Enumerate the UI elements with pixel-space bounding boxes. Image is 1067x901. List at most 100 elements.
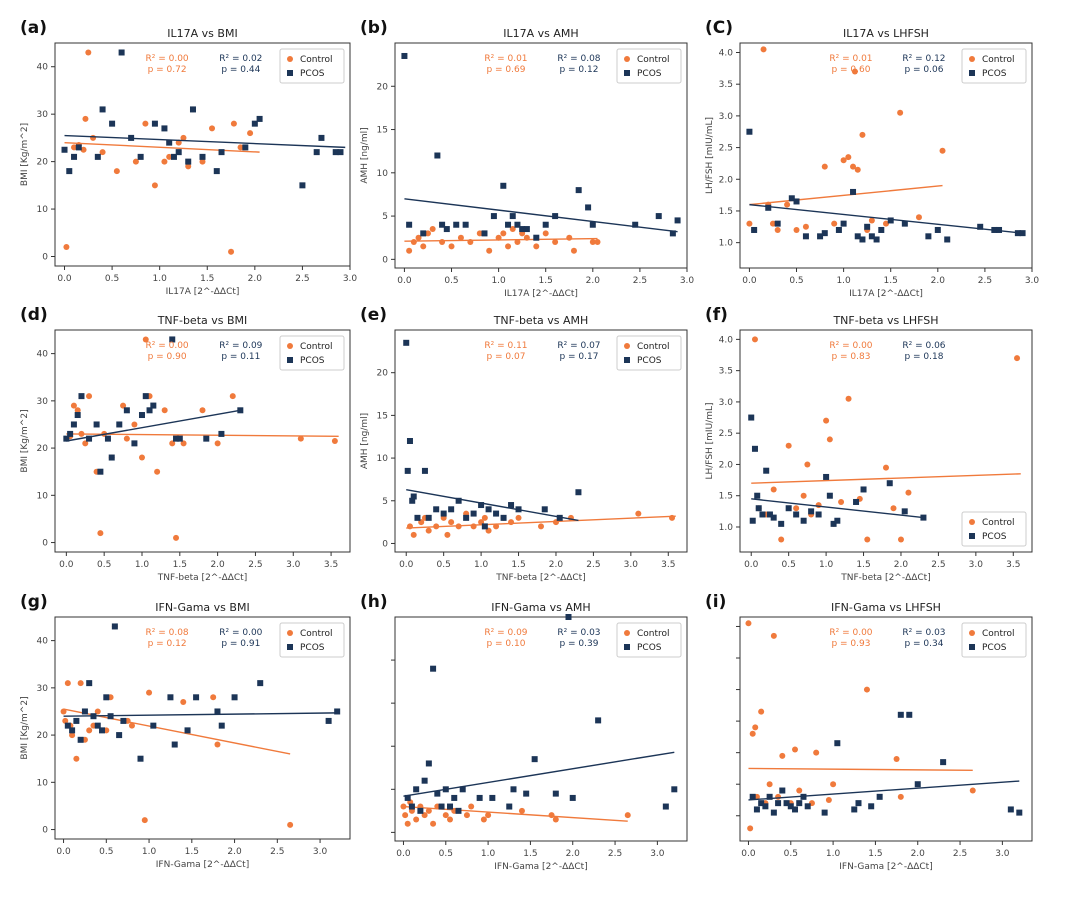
data-point-control bbox=[131, 421, 138, 428]
legend-marker-pcos bbox=[624, 70, 630, 76]
data-point-pcos bbox=[218, 149, 225, 156]
data-point-pcos bbox=[575, 187, 582, 194]
legend-label-control: Control bbox=[982, 629, 1015, 639]
legend-label-pcos: PCOS bbox=[982, 69, 1007, 79]
data-point-pcos bbox=[251, 120, 258, 127]
data-point-pcos bbox=[906, 711, 913, 718]
data-point-control bbox=[751, 336, 758, 343]
data-point-pcos bbox=[137, 755, 144, 762]
data-point-pcos bbox=[434, 152, 441, 159]
data-point-pcos bbox=[256, 115, 263, 122]
data-point-pcos bbox=[821, 230, 828, 237]
data-point-pcos bbox=[585, 204, 592, 211]
data-point-control bbox=[470, 523, 477, 530]
data-point-control bbox=[813, 749, 820, 756]
regression-line-control bbox=[748, 767, 973, 772]
data-point-control bbox=[769, 220, 776, 227]
data-point-pcos bbox=[489, 794, 496, 801]
data-point-pcos bbox=[86, 680, 93, 687]
legend: Control PCOS bbox=[961, 622, 1027, 658]
data-point-control bbox=[883, 464, 889, 471]
data-point-pcos bbox=[542, 221, 549, 228]
data-point-pcos bbox=[150, 722, 157, 729]
data-point-control bbox=[64, 680, 71, 687]
legend-marker-control bbox=[969, 630, 975, 636]
data-point-control bbox=[840, 157, 847, 164]
data-point-pcos bbox=[868, 233, 875, 240]
data-point-pcos bbox=[69, 727, 76, 734]
data-point-pcos bbox=[505, 221, 512, 228]
panel-label: (a) bbox=[20, 18, 47, 38]
data-point-control bbox=[509, 226, 516, 233]
data-point-control bbox=[173, 534, 180, 541]
y-tick-label: 3.0 bbox=[719, 112, 734, 122]
data-point-pcos bbox=[751, 445, 758, 452]
legend: Control PCOS bbox=[616, 48, 682, 84]
data-point-control bbox=[287, 821, 294, 828]
data-point-pcos bbox=[860, 486, 867, 493]
data-point-pcos bbox=[203, 435, 210, 442]
data-point-control bbox=[420, 243, 427, 250]
y-tick-label: 10 bbox=[377, 454, 389, 464]
data-point-control bbox=[476, 230, 483, 237]
panel-label: (i) bbox=[705, 592, 726, 612]
data-point-pcos bbox=[77, 736, 84, 743]
stat-pcos-r2: R² = 0.03 bbox=[557, 628, 600, 638]
x-tick-label: 1.0 bbox=[142, 847, 157, 857]
data-point-control bbox=[430, 820, 437, 827]
data-point-pcos bbox=[448, 506, 455, 513]
data-point-control bbox=[823, 417, 830, 424]
y-tick-label: 15 bbox=[377, 411, 388, 421]
data-point-pcos bbox=[455, 497, 462, 504]
x-tick-label: 0.5 bbox=[439, 849, 453, 859]
panel-label: (C) bbox=[705, 18, 733, 38]
data-point-pcos bbox=[173, 435, 180, 442]
data-point-control bbox=[570, 247, 577, 254]
data-point-control bbox=[758, 708, 765, 715]
data-point-control bbox=[199, 158, 206, 165]
data-point-control bbox=[552, 239, 559, 246]
data-point-control bbox=[62, 717, 69, 724]
x-axis-label: IL17A [2^-ΔΔCt] bbox=[504, 289, 578, 299]
stat-pcos-p: p = 0.12 bbox=[559, 65, 598, 75]
data-point-control bbox=[542, 230, 549, 237]
y-tick-label: 40 bbox=[37, 637, 49, 647]
legend-marker-pcos bbox=[969, 644, 975, 650]
legend-label-control: Control bbox=[637, 55, 670, 65]
data-point-pcos bbox=[161, 125, 168, 132]
data-point-control bbox=[86, 727, 93, 734]
panel-label: (f) bbox=[705, 305, 728, 325]
data-point-pcos bbox=[815, 511, 822, 518]
stat-pcos-r2: R² = 0.00 bbox=[219, 628, 262, 638]
data-point-pcos bbox=[800, 517, 807, 524]
data-point-pcos bbox=[213, 168, 220, 175]
x-tick-label: 3.0 bbox=[995, 849, 1010, 859]
data-point-control bbox=[141, 817, 148, 824]
data-point-pcos bbox=[189, 106, 196, 113]
data-point-control bbox=[120, 402, 127, 409]
x-tick-label: 0.5 bbox=[444, 276, 458, 286]
data-point-pcos bbox=[97, 468, 104, 475]
data-point-pcos bbox=[170, 153, 177, 160]
data-point-control bbox=[209, 125, 216, 132]
data-point-pcos bbox=[765, 204, 772, 211]
legend-marker-pcos bbox=[624, 644, 630, 650]
stat-control-r2: R² = 0.00 bbox=[829, 341, 872, 351]
y-tick-label: 3.5 bbox=[719, 367, 733, 377]
series-pcos bbox=[403, 339, 582, 530]
legend-label-control: Control bbox=[982, 518, 1015, 528]
x-tick-label: 2.5 bbox=[633, 276, 647, 286]
data-point-pcos bbox=[632, 221, 639, 228]
series-pcos bbox=[61, 49, 346, 189]
data-point-control bbox=[760, 46, 767, 53]
stat-control-p: p = 0.07 bbox=[486, 352, 525, 362]
data-point-pcos bbox=[834, 517, 841, 524]
plot-frame bbox=[739, 42, 1033, 269]
chart-title: TNF-beta vs BMI bbox=[157, 314, 248, 327]
data-point-pcos bbox=[443, 226, 450, 233]
data-point-pcos bbox=[104, 435, 111, 442]
legend: Control PCOS bbox=[279, 48, 345, 84]
data-point-pcos bbox=[103, 694, 110, 701]
data-point-control bbox=[796, 787, 803, 794]
plot-frame bbox=[54, 329, 351, 553]
